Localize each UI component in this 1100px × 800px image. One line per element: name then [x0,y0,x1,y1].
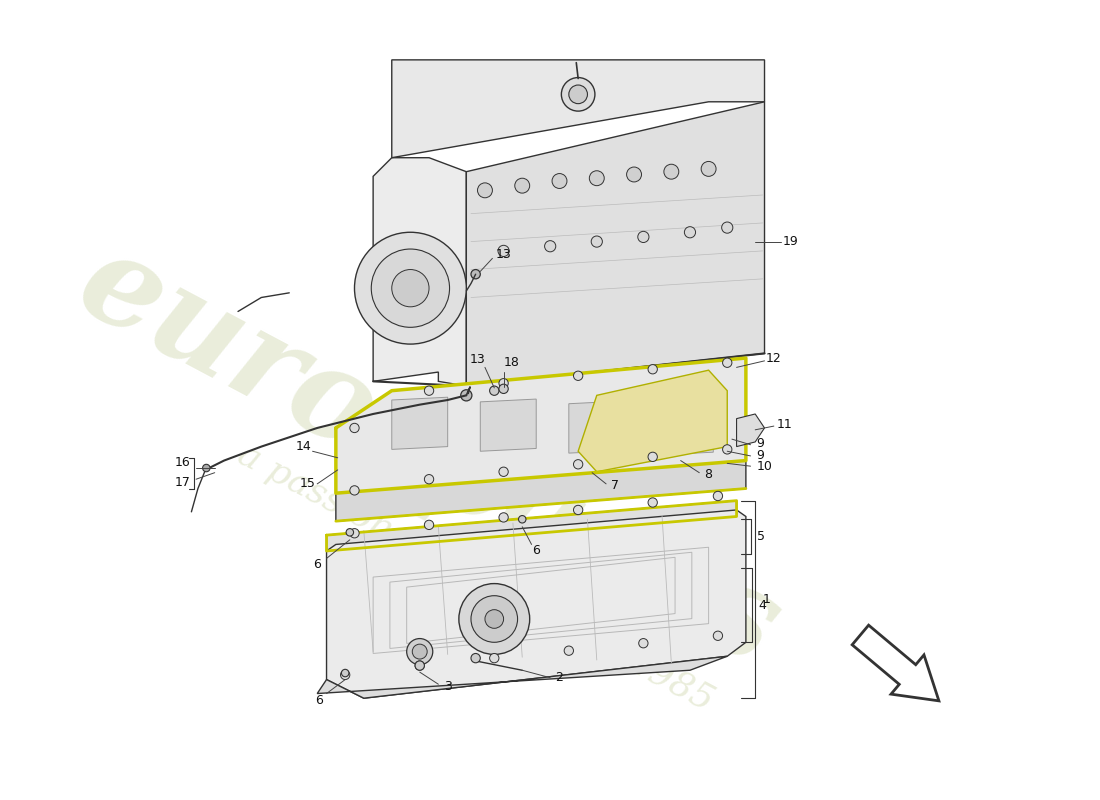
Circle shape [425,386,433,395]
Circle shape [415,661,425,670]
Circle shape [518,515,526,523]
Polygon shape [392,60,764,158]
Circle shape [202,464,210,472]
Circle shape [499,378,508,388]
Circle shape [684,226,695,238]
Polygon shape [392,398,448,450]
Text: 16: 16 [175,456,191,469]
Circle shape [590,170,604,186]
Circle shape [498,246,509,257]
Circle shape [490,654,499,662]
Circle shape [573,371,583,381]
Text: 6: 6 [532,545,540,558]
Polygon shape [327,501,737,551]
Circle shape [515,178,530,193]
Circle shape [639,638,648,648]
Circle shape [638,231,649,242]
Text: 12: 12 [766,353,782,366]
Text: 9: 9 [756,438,763,450]
Circle shape [499,467,508,477]
Circle shape [591,236,603,247]
Circle shape [407,638,432,665]
Text: 9: 9 [756,450,763,462]
Circle shape [627,167,641,182]
Text: 5: 5 [757,530,764,542]
Circle shape [392,270,429,307]
Circle shape [648,498,658,507]
Circle shape [372,249,450,327]
Circle shape [573,506,583,514]
Text: 15: 15 [300,478,316,490]
Circle shape [564,646,573,655]
Text: 10: 10 [757,460,772,473]
Polygon shape [737,414,764,446]
Text: eurospares: eurospares [58,221,800,691]
Polygon shape [336,461,746,521]
Circle shape [341,670,350,679]
Polygon shape [336,428,392,484]
Polygon shape [481,399,536,451]
Circle shape [461,390,472,401]
Circle shape [471,270,481,279]
Polygon shape [327,510,746,698]
Polygon shape [466,102,764,386]
Circle shape [471,654,481,662]
Circle shape [350,529,360,538]
Circle shape [459,583,530,654]
Circle shape [544,241,556,252]
Text: 13: 13 [496,248,512,261]
Text: 8: 8 [705,468,713,481]
Polygon shape [658,402,713,455]
Text: 4: 4 [759,598,767,611]
Circle shape [499,384,508,394]
Text: 19: 19 [783,235,799,248]
Circle shape [425,520,433,530]
Circle shape [350,423,360,433]
Text: 2: 2 [556,671,563,684]
Text: a passion for cars since 1985: a passion for cars since 1985 [232,437,719,718]
Circle shape [713,491,723,501]
Text: 6: 6 [314,558,321,571]
Circle shape [561,78,595,111]
Circle shape [477,183,493,198]
Circle shape [412,644,427,659]
Polygon shape [392,358,746,428]
Polygon shape [336,358,746,493]
Text: 13: 13 [470,354,485,366]
Circle shape [471,596,518,642]
Polygon shape [852,625,939,701]
Circle shape [350,486,360,495]
Circle shape [648,452,658,462]
Circle shape [722,222,733,233]
Text: 6: 6 [315,694,323,706]
Circle shape [346,529,353,536]
Circle shape [569,85,587,104]
Circle shape [723,358,732,367]
Circle shape [415,661,425,670]
Circle shape [723,445,732,454]
Polygon shape [373,158,466,386]
Circle shape [490,386,499,395]
Circle shape [713,631,723,641]
Circle shape [701,162,716,176]
Polygon shape [579,370,727,472]
Circle shape [425,474,433,484]
Text: 11: 11 [777,418,793,430]
Circle shape [573,460,583,469]
Polygon shape [317,656,727,698]
Polygon shape [569,401,625,453]
Circle shape [354,232,466,344]
Circle shape [341,670,349,677]
Text: 18: 18 [504,356,519,370]
Circle shape [664,164,679,179]
Circle shape [485,610,504,628]
Circle shape [552,174,567,189]
Text: 17: 17 [175,477,191,490]
Text: 14: 14 [296,440,311,453]
Circle shape [648,365,658,374]
Text: 1: 1 [762,593,770,606]
Text: 3: 3 [443,679,452,693]
Text: 7: 7 [612,479,619,492]
Circle shape [499,513,508,522]
